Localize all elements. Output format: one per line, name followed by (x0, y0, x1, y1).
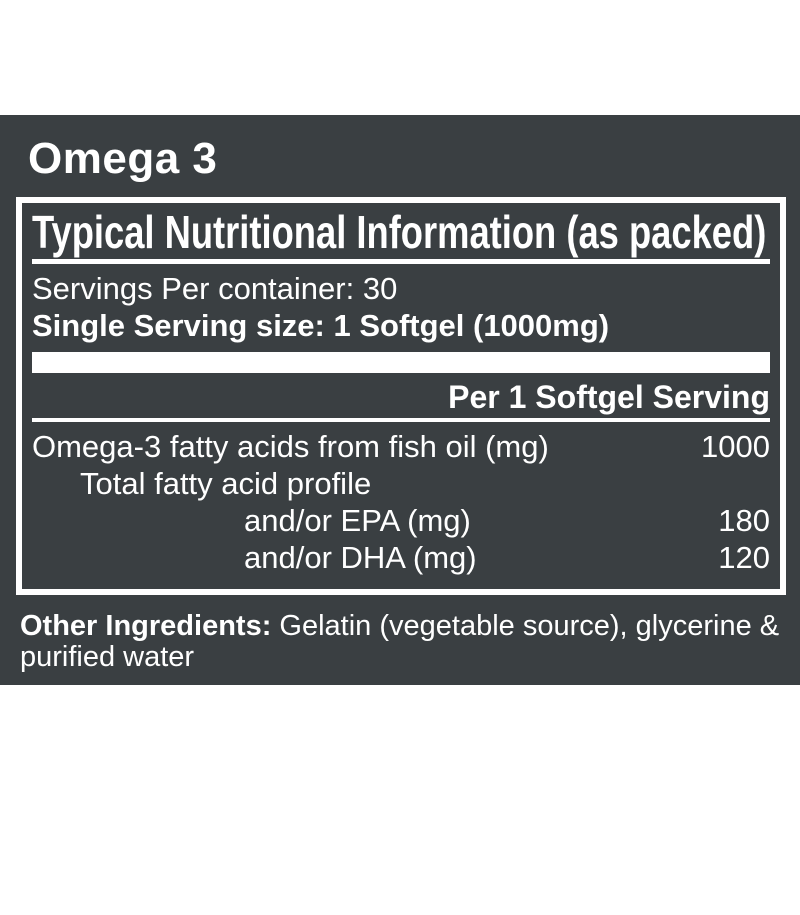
separator-bar (32, 352, 770, 373)
nutrient-rows: Omega-3 fatty acids from fish oil (mg) 1… (32, 428, 770, 576)
nutrient-label: Omega-3 fatty acids from fish oil (mg) (32, 429, 549, 464)
nutrient-label: and/or EPA (mg) (244, 503, 471, 538)
page: Omega 3 Typical Nutritional Information … (0, 115, 800, 915)
servings-per-container: Servings Per container: 30 (32, 271, 398, 306)
serving-size: Single Serving size: 1 Softgel (1000mg) (32, 308, 610, 343)
per-serving-column-header: Per 1 Softgel Serving (32, 373, 770, 422)
table-row: and/or DHA (mg) 120 (32, 539, 770, 576)
table-row: and/or EPA (mg) 180 (32, 502, 770, 539)
nutrient-label: and/or DHA (mg) (244, 540, 477, 575)
label-panel: Omega 3 Typical Nutritional Information … (0, 115, 800, 685)
other-ingredients-text-line1: Gelatin (vegetable source), glycerine & (279, 610, 780, 642)
other-ingredients-label: Other Ingredients: (20, 610, 272, 642)
other-ingredients-text-line2: purified water (20, 641, 195, 673)
nutrition-facts-box: Typical Nutritional Information (as pack… (16, 197, 786, 595)
other-ingredients: Other Ingredients: Gelatin (vegetable so… (20, 611, 780, 673)
table-row: Omega-3 fatty acids from fish oil (mg) 1… (32, 428, 770, 465)
nutrient-value: 1000 (701, 429, 770, 464)
product-title: Omega 3 (28, 134, 218, 183)
table-row: Total fatty acid profile (32, 465, 770, 502)
facts-header: Typical Nutritional Information (as pack… (32, 203, 770, 264)
nutrient-value: 120 (718, 540, 770, 575)
facts-header-text: Typical Nutritional Information (as pack… (32, 206, 767, 258)
nutrient-label: Total fatty acid profile (80, 466, 372, 501)
nutrient-value: 180 (718, 503, 770, 538)
